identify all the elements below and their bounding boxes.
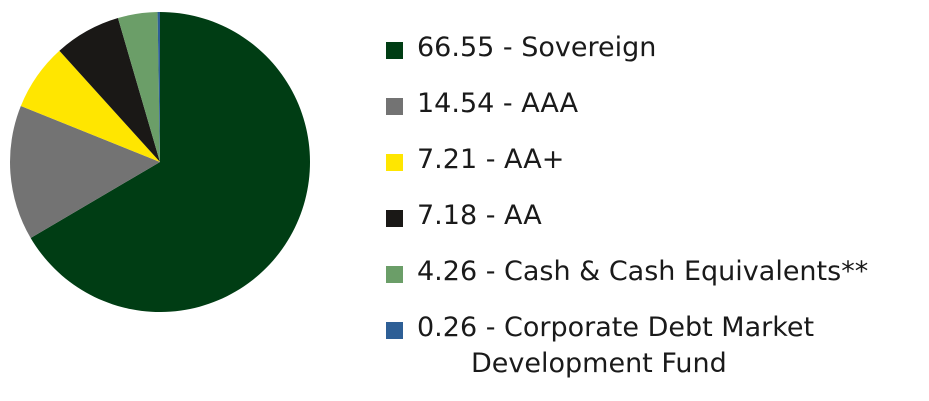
legend-entry: 0.26 - Corporate Debt Market Development… <box>386 310 916 379</box>
legend-label: 4.26 - Cash & Cash Equivalents** <box>417 256 869 287</box>
pie-slice <box>30 12 311 312</box>
pie-chart <box>9 12 311 312</box>
pie-slice <box>59 18 160 162</box>
pie-slice <box>20 50 161 162</box>
legend-label: 7.18 - AA <box>417 200 542 231</box>
pie-slice <box>9 105 160 238</box>
legend-label: 14.54 - AAA <box>417 88 579 119</box>
legend-entry: 7.18 - AA <box>386 198 916 254</box>
legend-label: 66.55 - Sovereign <box>417 32 657 63</box>
legend-swatch <box>386 98 403 115</box>
legend-label: 7.21 - AA+ <box>417 144 565 175</box>
legend-swatch <box>386 154 403 171</box>
legend-entry: 66.55 - Sovereign <box>386 30 916 86</box>
legend-swatch <box>386 42 403 59</box>
legend-entry: 4.26 - Cash & Cash Equivalents** <box>386 254 916 310</box>
pie-slice <box>157 12 160 162</box>
legend-label: 0.26 - Corporate Debt Market Development… <box>417 312 815 379</box>
pie-slice <box>117 12 160 162</box>
legend: 66.55 - Sovereign 14.54 - AAA 7.21 - AA+ 7.… <box>386 30 916 379</box>
legend-swatch <box>386 210 403 227</box>
legend-entry: 7.21 - AA+ <box>386 142 916 198</box>
legend-swatch <box>386 266 403 283</box>
legend-entry: 14.54 - AAA <box>386 86 916 142</box>
legend-swatch <box>386 322 403 339</box>
